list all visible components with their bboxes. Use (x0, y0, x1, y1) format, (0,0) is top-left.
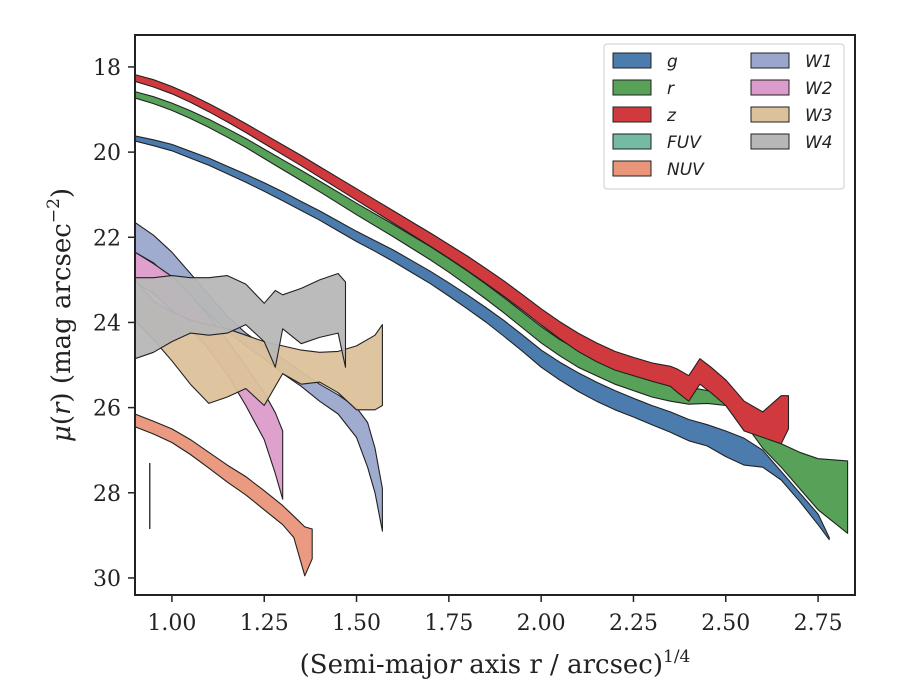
y-tick-label: 18 (93, 56, 121, 81)
y-tick-label: 22 (93, 226, 121, 251)
legend-swatch-z (612, 106, 652, 123)
legend-swatch-fuv (612, 133, 652, 150)
legend-label-w4: W4 (805, 133, 833, 153)
y-axis: 18 20 22 24 26 28 30 (93, 56, 135, 592)
y-tick-label: 30 (93, 567, 121, 592)
plot-frame (134, 34, 856, 596)
y-tick-label: 28 (93, 482, 121, 507)
legend-label-w2: W2 (805, 79, 833, 99)
legend-swatch-g (612, 52, 652, 69)
legend-label-fuv: FUV (667, 133, 702, 153)
x-tick-label: 1.50 (332, 611, 381, 636)
x-tick-label: 2.75 (794, 611, 843, 636)
legend: grz FUV NUV W1 W2 W3 W4 (603, 43, 845, 190)
legend-label-g: g (667, 52, 678, 72)
legend-label-z: z (666, 106, 677, 126)
series-areas (135, 74, 849, 577)
x-axis: 1.00 1.25 1.50 1.75 2.00 2.25 2.50 2.75 (147, 595, 843, 636)
x-axis-label: (Semi-major axis r / arcsec)1/4 (300, 647, 691, 680)
x-tick-label: 2.50 (701, 611, 750, 636)
band-w4 (135, 272, 347, 368)
band-nuv (135, 413, 313, 577)
legend-swatch-w4 (750, 133, 790, 150)
y-tick-label: 20 (93, 141, 121, 166)
legend-swatch-w3 (750, 106, 790, 123)
x-tick-label: 1.00 (147, 611, 196, 636)
y-axis-label: μ(r) (mag arcsec−2) (44, 188, 77, 442)
band-z (135, 74, 790, 445)
legend-label-w3: W3 (805, 106, 833, 126)
legend-label-nuv: NUV (667, 160, 705, 180)
legend-swatch-w2 (750, 79, 790, 96)
band-r (135, 91, 849, 534)
legend-swatch-nuv (612, 160, 652, 177)
x-tick-label: 2.00 (517, 611, 566, 636)
x-tick-label: 1.25 (240, 611, 289, 636)
y-tick-label: 24 (93, 311, 121, 336)
legend-swatch-r (612, 79, 652, 96)
y-tick-label: 26 (93, 397, 121, 422)
legend-label-r: r (667, 79, 675, 99)
band-g (135, 135, 830, 541)
x-tick-label: 2.25 (609, 611, 658, 636)
x-tick-label: 1.75 (424, 611, 473, 636)
legend-label-w1: W1 (805, 52, 833, 72)
legend-swatch-w1 (750, 52, 790, 69)
